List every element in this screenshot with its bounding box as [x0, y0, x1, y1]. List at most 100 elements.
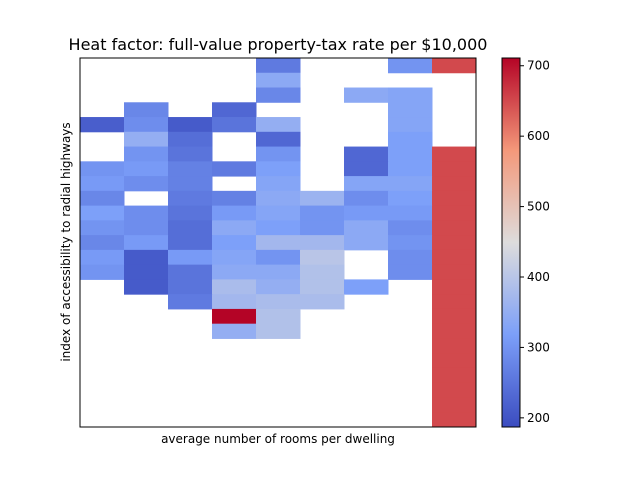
heatmap-cell: [168, 220, 213, 236]
heatmap-cell: [168, 294, 213, 310]
heatmap-cell: [344, 220, 389, 236]
heatmap-cell: [388, 205, 433, 221]
heatmap-cell: [256, 190, 301, 207]
heatmap-cell: [300, 220, 345, 236]
heatmap-cell: [168, 146, 213, 162]
heatmap-cell: [168, 131, 213, 148]
heatmap-cell: [168, 235, 213, 251]
heatmap-cell: [124, 249, 169, 266]
heatmap-cell: [256, 294, 301, 310]
heatmap-cell: [124, 117, 169, 133]
heatmap-cell: [432, 323, 477, 339]
heatmap-cell: [124, 161, 169, 177]
heatmap-cell: [256, 323, 301, 339]
plot-frame: [79, 57, 477, 428]
heatmap-cell: [256, 131, 301, 148]
heatmap-cell: [124, 146, 169, 162]
heatmap-cell: [388, 102, 433, 118]
heatmap-cells: [80, 58, 477, 428]
heatmap-cell: [256, 308, 301, 325]
heatmap-cell: [168, 176, 213, 192]
heatmap-cell: [388, 235, 433, 251]
heatmap-cell: [432, 220, 477, 236]
heatmap-cell: [344, 161, 389, 177]
heatmap-cell: [168, 279, 213, 295]
heatmap-cell: [256, 161, 301, 177]
heatmap-cell: [80, 161, 125, 177]
y-axis-label: index of accessibility to radial highway…: [59, 122, 73, 361]
heatmap-cell: [168, 117, 213, 133]
heatmap-cell: [124, 220, 169, 236]
heatmap-cell: [124, 176, 169, 192]
heatmap-cell: [212, 205, 257, 221]
heatmap-cell: [124, 131, 169, 148]
heatmap-cell: [344, 146, 389, 162]
heatmap-cell: [80, 249, 125, 266]
heatmap-cell: [80, 190, 125, 207]
heatmap-cell: [300, 264, 345, 280]
heatmap-cell: [344, 205, 389, 221]
heatmap-cell: [432, 412, 477, 428]
heatmap-cell: [212, 220, 257, 236]
heatmap-cell: [256, 264, 301, 280]
heatmap-cell: [432, 205, 477, 221]
heatmap-cell: [212, 161, 257, 177]
heatmap-cell: [432, 235, 477, 251]
heatmap-cell: [80, 176, 125, 192]
heatmap-cell: [168, 190, 213, 207]
colorbar-tick-label: 700: [527, 59, 550, 73]
heatmap-cell: [344, 279, 389, 295]
heatmap-cell: [212, 249, 257, 266]
heatmap-cell: [432, 338, 477, 354]
heatmap-cell: [388, 58, 433, 74]
heatmap-cell: [344, 87, 389, 103]
heatmap-cell: [124, 264, 169, 280]
heatmap-cell: [212, 190, 257, 207]
heatmap-cell: [256, 87, 301, 103]
heatmap-cell: [432, 367, 477, 384]
heatmap-cell: [432, 397, 477, 413]
heatmap-cell: [432, 249, 477, 266]
heatmap-cell: [388, 220, 433, 236]
heatmap-cell: [212, 264, 257, 280]
colorbar-tick-label: 400: [527, 270, 550, 284]
heatmap-cell: [256, 117, 301, 133]
heatmap-cell: [80, 264, 125, 280]
heatmap-cell: [212, 323, 257, 339]
heatmap-cell: [256, 235, 301, 251]
heatmap-cell: [212, 102, 257, 118]
heatmap-cell: [388, 87, 433, 103]
heatmap-cell: [388, 131, 433, 148]
heatmap-cell: [432, 176, 477, 192]
heatmap-cell: [212, 279, 257, 295]
heatmap-cell: [124, 102, 169, 118]
heatmap-cell: [432, 294, 477, 310]
heatmap-cell: [212, 308, 257, 325]
heatmap-cell: [388, 117, 433, 133]
heatmap-cell: [168, 264, 213, 280]
colorbar: 200 300 400 500 600 700: [501, 57, 550, 428]
colorbar-tick-label: 200: [527, 411, 550, 425]
heatmap-cell: [80, 235, 125, 251]
heatmap-cell: [388, 249, 433, 266]
heatmap-cell: [432, 190, 477, 207]
heatmap-cell: [212, 235, 257, 251]
heatmap-cell: [388, 146, 433, 162]
x-axis-label: average number of rooms per dwelling: [161, 432, 395, 446]
heatmap-cell: [300, 235, 345, 251]
colorbar-gradient: [501, 57, 521, 428]
heatmap-cell: [80, 220, 125, 236]
heatmap-cell: [388, 190, 433, 207]
heatmap-cell: [256, 249, 301, 266]
heatmap-cell: [124, 205, 169, 221]
heatmap-cell: [432, 308, 477, 325]
heatmap-cell: [300, 190, 345, 207]
colorbar-tick-label: 600: [527, 129, 550, 143]
heatmap-cell: [432, 353, 477, 369]
heatmap-cell: [212, 117, 257, 133]
heatmap-cell: [124, 279, 169, 295]
heatmap-cell: [168, 205, 213, 221]
colorbar-tick-label: 300: [527, 340, 550, 354]
heatmap-cell: [256, 58, 301, 74]
